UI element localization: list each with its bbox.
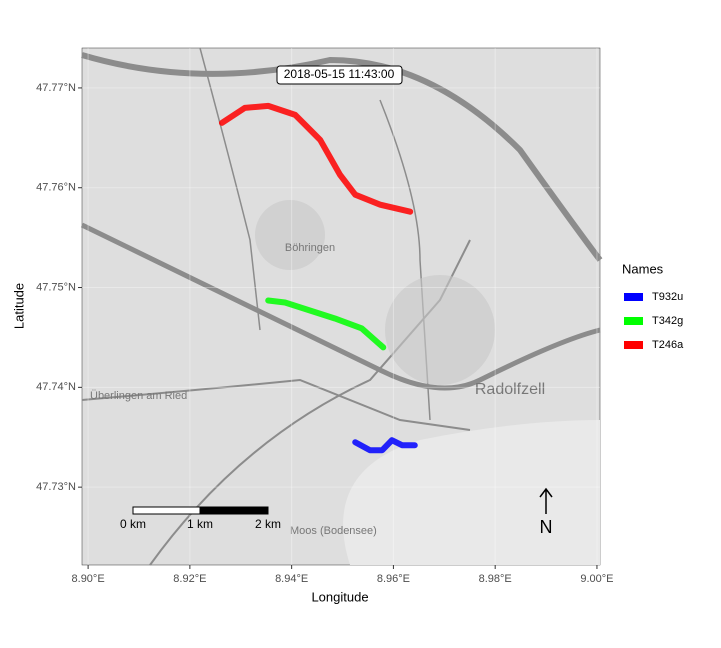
- tracks: [218, 102, 418, 454]
- axes: 8.90°E 8.92°E 8.94°E 8.96°E 8.98°E 9.00°E 47.7…: [36, 82, 613, 585]
- annotation: 2018-05-15 11:43:00: [284, 67, 395, 81]
- y-tick-label: 47.75°N: [36, 281, 76, 293]
- y-axis-title: Latitude: [11, 283, 26, 329]
- annotation-box: [276, 65, 403, 85]
- scale-bar: [199, 506, 269, 515]
- y-tick-label: 47.74°N: [36, 381, 76, 393]
- north-label: N: [540, 517, 553, 537]
- lake: [343, 420, 600, 565]
- place-name: Böhringen: [285, 242, 335, 254]
- track: [265, 297, 387, 351]
- legend-label: T342g: [652, 315, 683, 327]
- track: [218, 102, 414, 215]
- y-tick-label: 47.77°N: [36, 82, 76, 94]
- legend-key: [624, 293, 643, 301]
- scale-label: 2 km: [255, 517, 281, 531]
- scale-label: 0 km: [120, 517, 146, 531]
- scale-label: 1 km: [187, 517, 213, 531]
- legend-title: Names: [622, 261, 664, 276]
- track: [352, 437, 418, 454]
- north-arrow: [539, 487, 553, 514]
- legend-label: T932u: [652, 291, 683, 303]
- legend-label: T246a: [652, 339, 684, 351]
- y-tick-label: 47.73°N: [36, 481, 76, 493]
- place-name: Radolfzell: [475, 381, 545, 398]
- x-axis-title: Longitude: [311, 589, 368, 604]
- legend-key: [624, 317, 643, 325]
- x-tick-label: 8.98°E: [479, 573, 512, 585]
- roads: [80, 47, 603, 566]
- y-tick-label: 47.76°N: [36, 182, 76, 194]
- x-tick-label: 8.96°E: [377, 573, 410, 585]
- x-tick-label: 8.90°E: [72, 573, 105, 585]
- place-name: Überlingen am Ried: [90, 390, 187, 402]
- x-tick-label: 8.94°E: [275, 573, 308, 585]
- legend-key: [624, 341, 643, 349]
- x-tick-label: 8.92°E: [173, 573, 206, 585]
- place-name: Moos (Bodensee): [290, 525, 377, 537]
- scale-bar: [132, 506, 201, 515]
- grid: [82, 48, 600, 565]
- x-tick-label: 9.00°E: [580, 573, 613, 585]
